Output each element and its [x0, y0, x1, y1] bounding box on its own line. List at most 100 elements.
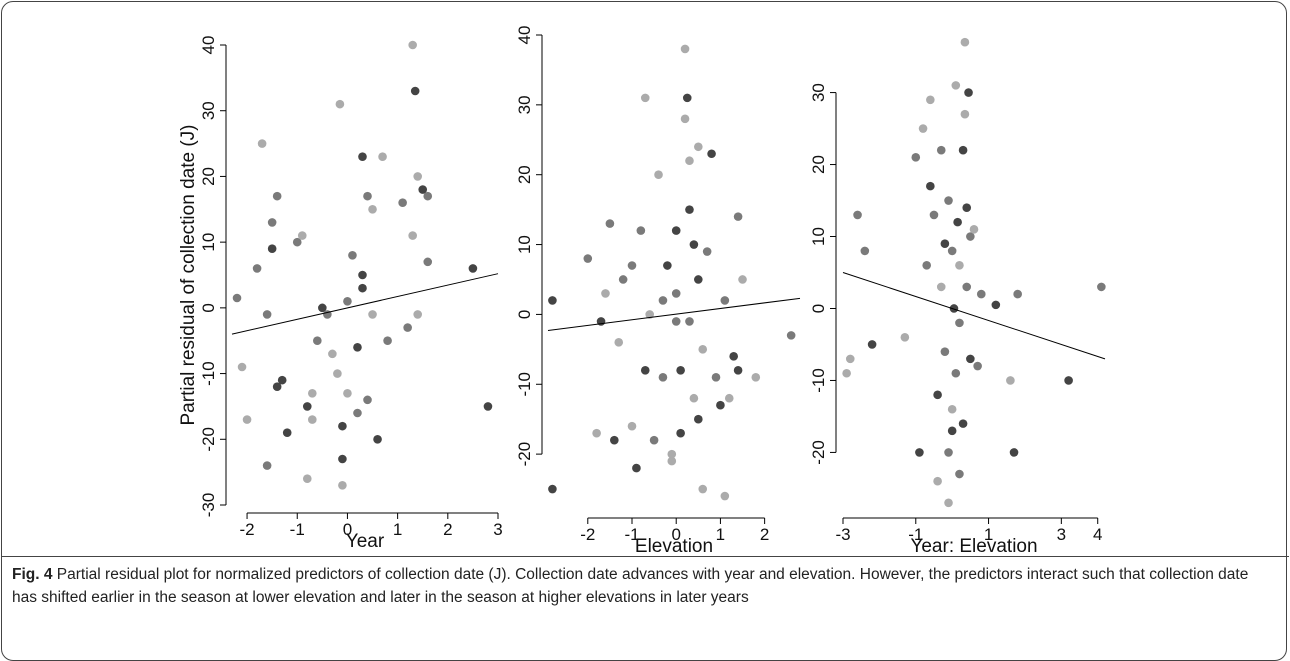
point	[252, 264, 262, 273]
point	[627, 421, 637, 431]
point	[842, 368, 851, 378]
point	[953, 217, 962, 227]
y-tick-label: -20	[809, 440, 828, 465]
point	[682, 93, 692, 103]
point	[676, 365, 685, 375]
point	[358, 283, 367, 293]
point	[973, 361, 982, 371]
point	[947, 246, 957, 256]
point	[267, 218, 277, 227]
trend-line	[842, 272, 1106, 360]
y-tick-label: 10	[515, 235, 534, 254]
point	[671, 317, 681, 326]
y-tick-label: 10	[809, 227, 828, 246]
caption: Fig. 4 Partial residual plot for normali…	[12, 563, 1252, 609]
point	[698, 345, 708, 354]
point	[335, 99, 345, 109]
point	[610, 435, 619, 445]
point	[614, 338, 624, 347]
point	[232, 293, 242, 303]
point	[413, 172, 422, 181]
point	[348, 250, 357, 260]
point	[915, 448, 924, 457]
point	[680, 44, 690, 54]
x-axis-label: Year	[346, 531, 385, 552]
point	[944, 448, 953, 457]
y-tick-label: 40	[515, 26, 534, 45]
point	[676, 428, 685, 438]
x-tick-label: -3	[835, 525, 850, 544]
point	[383, 336, 392, 346]
y-tick-label: 20	[199, 167, 218, 186]
point	[257, 139, 267, 148]
x-tick-label: -1	[624, 525, 639, 544]
point	[658, 372, 668, 382]
point	[733, 212, 743, 221]
point	[313, 336, 322, 346]
point	[845, 354, 855, 364]
point	[592, 428, 601, 438]
point	[944, 498, 953, 508]
point	[694, 275, 703, 284]
point	[373, 434, 382, 444]
point	[738, 275, 747, 284]
point	[410, 86, 420, 96]
point	[667, 456, 677, 466]
y-tick-label: -10	[809, 368, 828, 393]
point	[423, 191, 433, 201]
point	[724, 393, 734, 403]
x-axis-label: Year: Elevation	[910, 536, 1037, 556]
x-tick-label: 0	[343, 520, 352, 539]
point	[951, 81, 961, 90]
point	[786, 331, 796, 340]
point	[272, 191, 282, 201]
point	[605, 219, 615, 228]
point	[262, 461, 272, 470]
point	[262, 310, 272, 319]
point	[936, 282, 946, 292]
point	[926, 181, 935, 191]
y-tick-label: -10	[199, 361, 218, 386]
y-tick-label: 30	[809, 83, 828, 102]
point	[318, 303, 327, 313]
point	[940, 347, 950, 356]
point	[338, 480, 347, 490]
y-axis-label: Partial residual of collection date (J)	[178, 125, 199, 426]
point	[297, 231, 307, 240]
point	[338, 421, 347, 431]
y-tick-label: 0	[809, 304, 828, 313]
y-tick-label: -30	[199, 493, 218, 518]
point	[940, 239, 950, 249]
point	[343, 296, 352, 306]
point	[308, 388, 317, 398]
point	[680, 114, 690, 124]
point	[900, 332, 910, 342]
point	[378, 152, 387, 162]
point	[966, 232, 975, 241]
point	[267, 244, 277, 254]
point	[720, 296, 730, 305]
point	[548, 296, 557, 305]
point	[483, 402, 493, 411]
y-tick-label: -10	[515, 372, 534, 397]
point	[962, 282, 972, 292]
point	[242, 415, 252, 424]
point	[689, 393, 699, 403]
x-tick-label: 2	[443, 520, 452, 539]
point	[403, 323, 412, 332]
point	[328, 349, 337, 359]
point	[960, 109, 970, 119]
point	[640, 93, 650, 103]
point	[936, 145, 946, 155]
point	[398, 198, 407, 208]
x-tick-label: 4	[1093, 525, 1102, 544]
point	[343, 388, 352, 398]
point	[413, 310, 422, 319]
y-tick-label: -20	[199, 427, 218, 452]
point	[418, 185, 428, 194]
point	[711, 372, 721, 382]
caption-label: Fig. 4	[12, 566, 53, 583]
point	[368, 204, 377, 214]
caption-text: Partial residual plot for normalized pre…	[12, 566, 1249, 606]
point	[654, 170, 663, 180]
